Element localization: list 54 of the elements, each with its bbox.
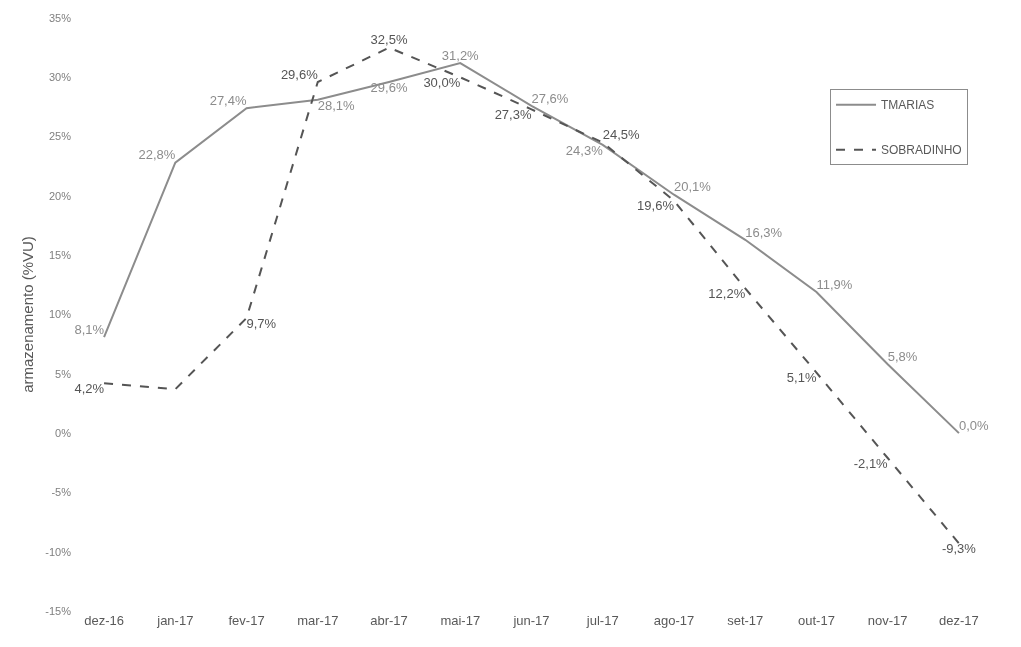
data-label: 29,6% (370, 79, 408, 95)
line-series (103, 62, 960, 435)
line-series (103, 46, 960, 545)
y-tick-label: -10% (45, 545, 72, 558)
x-tick-label: out-17 (798, 613, 835, 628)
y-tick-label: 10% (48, 308, 72, 321)
x-tick-label: mai-17 (440, 613, 481, 628)
data-label: 16,3% (745, 224, 783, 240)
data-label: 31,2% (441, 47, 480, 63)
x-tick-label: abr-17 (370, 613, 408, 628)
data-label: 27,6% (531, 90, 569, 106)
y-tick-label: 5% (55, 367, 72, 380)
y-tick-label: 0% (55, 426, 72, 439)
data-label: 5,1% (786, 370, 817, 386)
y-tick-label: 25% (48, 130, 72, 143)
data-label: 12,2% (708, 286, 746, 302)
data-label: -9,3% (941, 541, 977, 557)
x-tick-label: set-17 (727, 613, 764, 628)
y-tick-label: 15% (48, 249, 72, 262)
data-label: 19,6% (637, 198, 675, 214)
data-label: 27,4% (209, 92, 247, 108)
data-label: 22,8% (138, 147, 176, 163)
data-label: 24,5% (602, 127, 641, 143)
x-tick-label: mar-17 (297, 613, 339, 628)
x-tick-label: jul-17 (585, 613, 619, 628)
legend-label: TMARIAS (881, 98, 935, 113)
x-tick-label: fev-17 (228, 613, 265, 628)
data-label: 29,6% (280, 66, 319, 82)
legend-label: SOBRADINHO (881, 143, 962, 158)
data-label: 32,5% (370, 32, 408, 48)
y-tick-label: 30% (48, 71, 72, 84)
y-tick-label: -5% (51, 486, 72, 499)
data-label: 28,1% (317, 97, 356, 113)
y-tick-label: -15% (45, 604, 72, 617)
y-tick-label: 35% (48, 11, 72, 24)
data-label: 20,1% (673, 179, 712, 195)
data-label: 9,7% (246, 315, 277, 331)
y-tick-label: 20% (48, 189, 72, 202)
x-tick-label: jan-17 (156, 613, 194, 628)
x-tick-label: ago-17 (653, 613, 695, 628)
y-axis-title: armazenamento (%VU) (18, 236, 36, 393)
x-tick-label: dez-16 (84, 613, 124, 628)
data-label: 0,0% (958, 417, 990, 433)
data-label: 24,3% (565, 142, 604, 158)
x-tick-label: dez-17 (939, 613, 979, 628)
data-label: 5,8% (887, 349, 918, 365)
x-tick-label: nov-17 (867, 613, 908, 628)
data-label: -2,1% (853, 455, 889, 471)
data-label: 8,1% (74, 321, 105, 337)
x-tick-label: jun-17 (512, 613, 550, 628)
data-label: 27,3% (494, 107, 532, 123)
data-label: 30,0% (423, 75, 461, 91)
data-label: 4,2% (74, 381, 105, 397)
data-label: 11,9% (816, 276, 853, 292)
